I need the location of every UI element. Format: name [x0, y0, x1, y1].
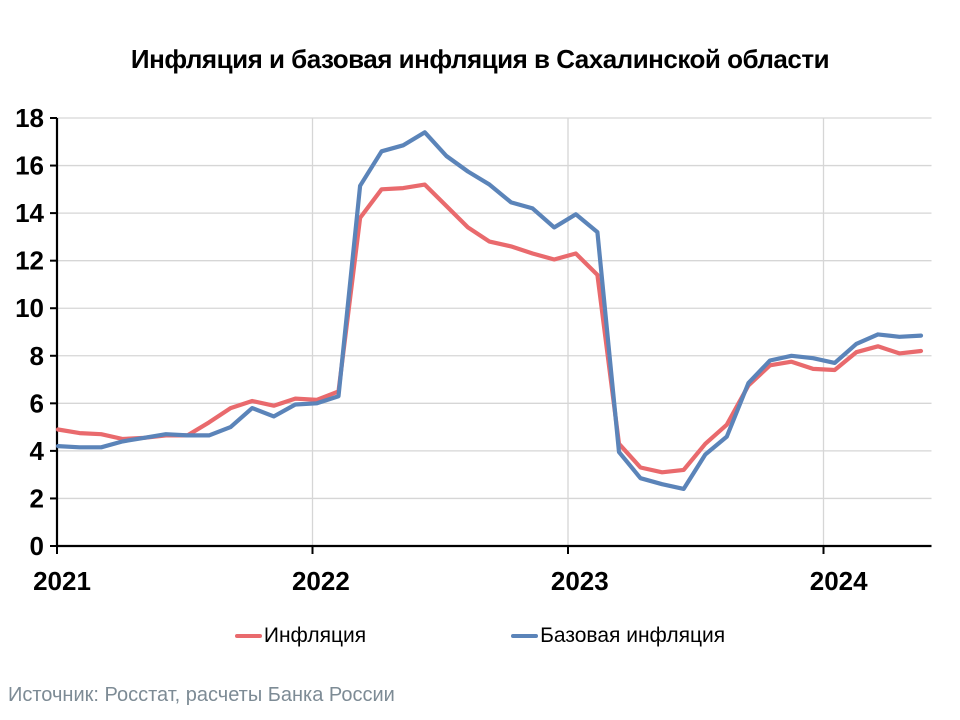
svg-text:2023: 2023	[551, 566, 609, 596]
svg-text:12: 12	[15, 246, 44, 276]
legend-label-inflation: Инфляция	[263, 624, 367, 647]
y-gridlines	[57, 117, 932, 500]
y-axis	[50, 117, 59, 547]
svg-text:0: 0	[30, 531, 44, 561]
svg-text:6: 6	[30, 388, 44, 418]
legend-item-core-inflation: Базовая инфляция	[511, 624, 725, 648]
x-tick-labels: 2021 2022 2023 2024	[33, 566, 868, 596]
x-axis	[56, 544, 932, 554]
svg-text:2024: 2024	[810, 566, 868, 596]
svg-text:8: 8	[30, 341, 44, 371]
inflation-line	[55, 182, 924, 475]
inflation-line-swatch-icon	[234, 634, 262, 638]
y-tick-labels: 0 2 4 6 8 10 12 14 16 18	[15, 103, 44, 561]
core-inflation-line-swatch-icon	[511, 634, 539, 638]
line-chart: 0 2 4 6 8 10 12 14 16 18 2021 2022 2023 2024	[15, 103, 932, 596]
svg-text:2022: 2022	[292, 566, 350, 596]
svg-text:14: 14	[15, 198, 44, 228]
svg-text:4: 4	[30, 436, 45, 466]
page-title: Инфляция и базовая инфляция в Сахалинско…	[130, 44, 830, 74]
svg-text:18: 18	[15, 103, 44, 133]
svg-text:10: 10	[15, 293, 44, 323]
chart-legend: Инфляция Базовая инфляция	[0, 620, 960, 652]
svg-text:2021: 2021	[33, 566, 91, 596]
svg-text:2: 2	[30, 483, 44, 513]
legend-item-inflation: Инфляция	[234, 624, 367, 648]
legend-label-core-inflation: Базовая инфляция	[540, 624, 726, 647]
source-note: Источник: Росстат, расчеты Банка России	[8, 684, 395, 706]
core-inflation-line	[55, 130, 924, 491]
x-gridlines	[311, 118, 825, 546]
svg-text:16: 16	[15, 151, 44, 181]
